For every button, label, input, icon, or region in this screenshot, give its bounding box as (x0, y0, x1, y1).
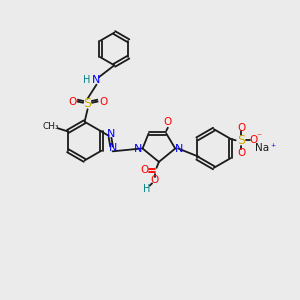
Text: N: N (108, 143, 117, 153)
Text: O: O (99, 97, 107, 106)
Text: CH₃: CH₃ (43, 122, 59, 131)
Text: O: O (164, 117, 172, 128)
Text: O: O (68, 97, 76, 106)
Text: N: N (175, 143, 184, 154)
Text: H: H (83, 75, 91, 85)
Text: ⁻: ⁻ (256, 132, 261, 142)
Text: N: N (134, 143, 142, 154)
Text: S: S (237, 134, 245, 147)
Text: O: O (150, 175, 159, 185)
Text: O: O (237, 123, 245, 133)
Text: O: O (237, 148, 245, 158)
Text: O: O (140, 165, 148, 175)
Text: N: N (107, 129, 115, 139)
Text: N: N (92, 75, 101, 85)
Text: H: H (143, 184, 150, 194)
Text: S: S (84, 98, 92, 110)
Text: O: O (249, 135, 258, 145)
Text: Na: Na (255, 143, 269, 153)
Text: ⁺: ⁺ (270, 143, 275, 153)
